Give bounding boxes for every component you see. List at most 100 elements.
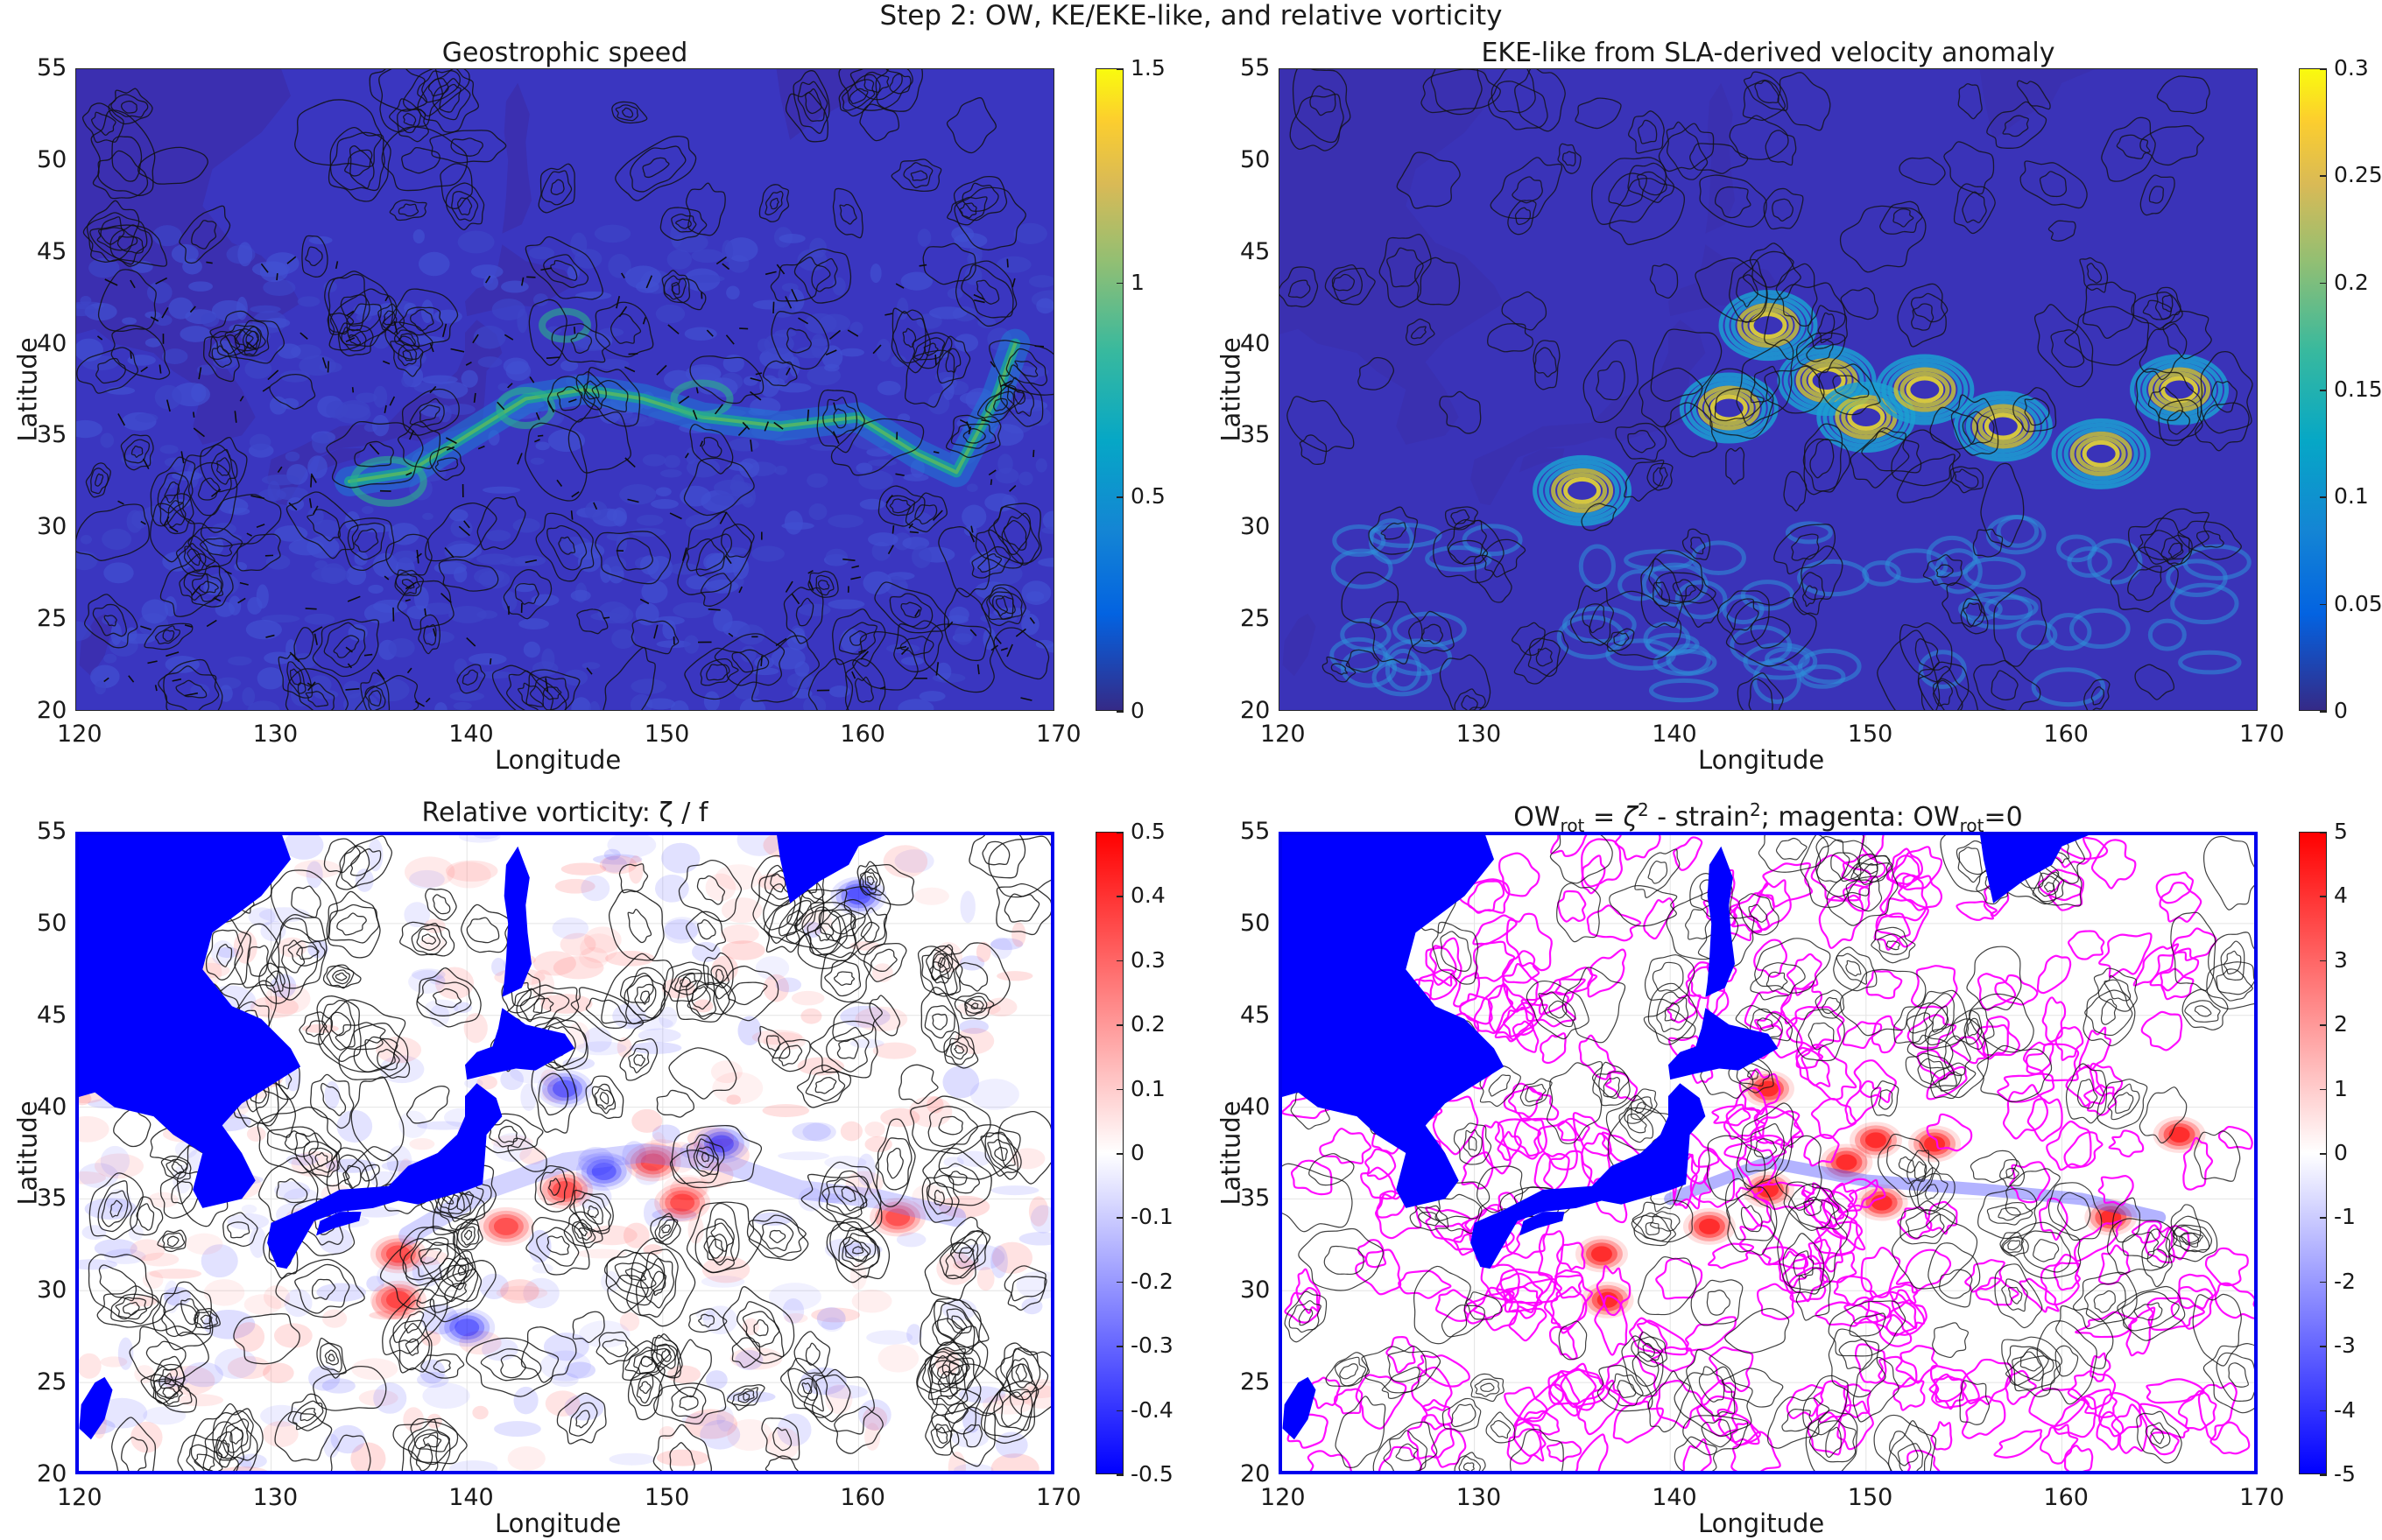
contour-line <box>700 573 732 607</box>
ow-zero-contour <box>1573 1433 1609 1474</box>
positive-patch <box>273 1323 313 1348</box>
contour-line <box>924 1241 976 1301</box>
ow-zero-contour <box>1950 1036 1986 1065</box>
contour-line <box>849 88 869 105</box>
contour-line <box>1840 287 1878 320</box>
contour-line <box>1603 1076 1621 1098</box>
contour-line <box>323 622 366 668</box>
quiver-arrow <box>130 350 132 359</box>
contour-line <box>576 608 609 635</box>
positive-patch <box>358 1389 398 1407</box>
negative-patch <box>990 1245 1008 1278</box>
contour-line <box>685 182 726 236</box>
contour-line <box>177 1434 239 1474</box>
contour-line <box>816 389 865 454</box>
contour-line <box>991 594 1008 616</box>
quiver-arrow <box>345 687 360 691</box>
speed-patch <box>977 316 997 328</box>
contour-line <box>1509 1429 1564 1474</box>
negative-patch <box>716 1406 735 1432</box>
contour-line <box>2107 1083 2140 1121</box>
contour-line <box>936 1364 951 1379</box>
ow-zero-contour <box>1364 1148 1397 1180</box>
quiver-arrow <box>529 376 535 383</box>
quiver-arrow <box>433 628 437 637</box>
contour-line <box>1796 1009 1845 1062</box>
positive-patch <box>263 1362 294 1383</box>
ow-zero-contour <box>1523 1410 1561 1436</box>
low-speed-land <box>776 68 894 140</box>
contour-line <box>1765 971 1788 992</box>
quiver-arrow <box>159 364 162 374</box>
negative-patch <box>609 1452 656 1466</box>
speed-patch <box>80 295 92 306</box>
negative-patch <box>755 956 790 981</box>
speed-patch <box>363 603 396 624</box>
negative-patch <box>183 1361 223 1388</box>
speed-patch <box>102 528 132 550</box>
colorbar-tick-label: 0.15 <box>2334 376 2382 402</box>
ow-core <box>1864 1132 1886 1149</box>
ow-zero-contour <box>1319 1128 1372 1164</box>
speed-patch <box>162 348 188 364</box>
contour-line <box>817 580 830 590</box>
land <box>1668 1008 1779 1080</box>
ow-zero-contour <box>1355 1374 1407 1430</box>
contour-line <box>1690 1279 1744 1326</box>
contour-line <box>558 536 576 555</box>
contour-line <box>1631 1351 1660 1387</box>
contour-line <box>765 1455 800 1474</box>
positive-patch <box>371 1286 411 1319</box>
contour-line <box>1689 872 1733 918</box>
contour-line <box>1324 264 1363 302</box>
contour-line <box>1986 101 2047 150</box>
contour-line <box>1815 989 1845 1019</box>
contour-line <box>786 889 856 950</box>
ow-zero-contour <box>1753 1106 1804 1149</box>
positive-patch <box>560 932 596 956</box>
contour-line <box>407 1417 459 1466</box>
positive-patch <box>143 1270 164 1290</box>
speed-patch <box>236 296 248 320</box>
contour-line <box>673 1339 712 1398</box>
contour-line <box>997 1110 1054 1185</box>
speed-patch <box>876 338 891 362</box>
speed-patch <box>448 509 469 522</box>
contour-line <box>2216 968 2253 1002</box>
contour-line <box>382 288 459 348</box>
speed-patch <box>703 691 720 711</box>
contour-line <box>397 580 455 630</box>
contour-line <box>889 593 934 629</box>
ow-zero-contour <box>1355 1248 1402 1296</box>
contour-line <box>1917 665 1979 711</box>
colorbar-tick-label: -5 <box>2334 1461 2356 1487</box>
contour-line <box>1453 1122 1492 1165</box>
quiver-arrow <box>327 361 330 373</box>
contour-line <box>1745 1123 1785 1173</box>
quiver-arrow <box>384 295 389 302</box>
contour-line <box>575 371 607 411</box>
contour-line <box>2139 323 2188 381</box>
negative-eddy <box>591 1162 617 1180</box>
eke-ring <box>1385 648 1422 692</box>
negative-patch <box>214 1347 257 1380</box>
quiver-arrow <box>345 337 356 343</box>
x-axis-label: Longitude <box>1698 745 1825 775</box>
contour-line <box>1279 266 1319 308</box>
positive-eddy <box>870 1198 927 1237</box>
negative-patch <box>866 1330 913 1345</box>
contour-line <box>1962 191 1987 223</box>
quiver-arrow <box>184 692 199 697</box>
speed-patch <box>290 682 314 707</box>
contour-line <box>722 1286 795 1364</box>
contour-line <box>190 1403 258 1474</box>
contour-line <box>480 1348 542 1382</box>
positive-patch <box>1028 1196 1049 1227</box>
contour-line <box>998 364 1044 427</box>
contour-line <box>525 422 588 502</box>
contour-line <box>591 1083 617 1115</box>
contour-line <box>602 646 656 711</box>
contour-line <box>1480 1382 1495 1392</box>
eke-hotspot-ring <box>1563 476 1602 504</box>
ow-zero-contour <box>1895 1345 1938 1384</box>
